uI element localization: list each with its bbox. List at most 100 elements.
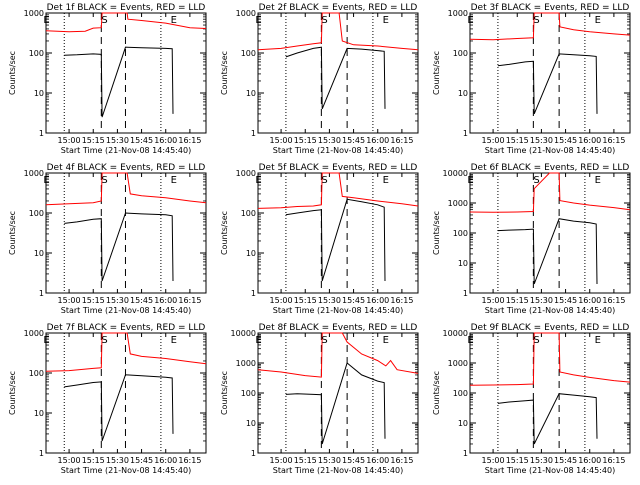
panel-title: Det 7f BLACK = Events, RED = LLD <box>47 323 206 333</box>
plot-frame <box>469 332 631 454</box>
event-marker-e: E <box>383 335 389 346</box>
series-line-events <box>64 374 174 442</box>
panel-det-7: Det 7f BLACK = Events, RED = LLD 1 10 100 10… <box>8 323 207 475</box>
panel-det-2: Det 2f BLACK = Events, RED = LLD 1 10 100 10… <box>220 3 419 155</box>
series-line-events <box>285 362 386 445</box>
y-tick-label: 1 <box>251 289 256 298</box>
x-tick-label: 16:00 <box>366 456 389 465</box>
y-axis-label: Counts/sec <box>8 211 17 255</box>
event-marker-s: S <box>533 15 539 26</box>
panel-det-8: Det 8f BLACK = Events, RED = LLD 1 10 100 10… <box>220 323 419 475</box>
x-tick-label: 16:00 <box>154 136 177 145</box>
x-tick-label: 15:45 <box>554 136 577 145</box>
y-tick-label: 10 <box>34 89 44 98</box>
event-marker-s: S <box>101 335 107 346</box>
x-tick-label: 15:30 <box>318 136 341 145</box>
panel-det-1: Det 1f BLACK = Events, RED = LLD 1 10 100 10… <box>8 3 207 155</box>
y-tick-label: 100 <box>241 209 256 218</box>
x-tick-label: 15:30 <box>530 136 553 145</box>
y-tick-label: 1 <box>463 129 468 138</box>
x-axis-label: Start Time (21-Nov-08 14:45:40) <box>485 306 615 315</box>
y-tick-label: 100 <box>241 49 256 58</box>
x-tick-label: 15:15 <box>506 296 529 305</box>
series-line-lld <box>45 332 207 372</box>
x-tick-label: 15:45 <box>342 456 365 465</box>
y-tick-label: 1000 <box>24 329 44 338</box>
x-axis-label: Start Time (21-Nov-08 14:45:40) <box>485 146 615 155</box>
y-tick-label: 1 <box>39 289 44 298</box>
x-axis-label: Start Time (21-Nov-08 14:45:40) <box>273 146 403 155</box>
y-tick-label: 100 <box>29 49 44 58</box>
x-tick-label: 15:30 <box>530 296 553 305</box>
x-tick-label: 16:15 <box>390 456 413 465</box>
x-tick-label: 16:00 <box>154 296 177 305</box>
x-tick-label: 16:15 <box>178 296 201 305</box>
event-marker-e: E <box>383 175 389 186</box>
x-tick-label: 16:15 <box>602 296 625 305</box>
y-tick-label: 10 <box>34 249 44 258</box>
event-marker-e: E <box>595 175 601 186</box>
event-marker-e: E <box>43 15 49 26</box>
event-marker-e: E <box>171 15 177 26</box>
x-tick-label: 15:30 <box>318 296 341 305</box>
x-tick-label: 16:15 <box>178 136 201 145</box>
y-tick-label: 1000 <box>236 9 256 18</box>
y-tick-label: 10 <box>246 249 256 258</box>
x-tick-label: 16:00 <box>366 136 389 145</box>
x-tick-label: 15:15 <box>82 296 105 305</box>
plot-frame <box>257 172 419 294</box>
y-tick-label: 1000 <box>448 9 468 18</box>
x-tick-label: 15:00 <box>270 296 293 305</box>
panel-title: Det 8f BLACK = Events, RED = LLD <box>259 323 418 333</box>
x-tick-label: 15:15 <box>82 136 105 145</box>
panel-det-4: Det 4f BLACK = Events, RED = LLD 1 10 100 10… <box>8 163 207 315</box>
event-marker-e: E <box>467 175 473 186</box>
y-tick-label: 1000 <box>236 359 256 368</box>
x-tick-label: 15:45 <box>130 296 153 305</box>
x-axis-label: Start Time (21-Nov-08 14:45:40) <box>273 306 403 315</box>
y-tick-label: 10000 <box>231 329 256 338</box>
x-tick-label: 15:15 <box>294 456 317 465</box>
event-marker-e: E <box>595 335 601 346</box>
panel-title: Det 5f BLACK = Events, RED = LLD <box>259 163 418 173</box>
series-line-events <box>64 212 174 282</box>
y-tick-label: 1 <box>251 449 256 458</box>
x-axis-label: Start Time (21-Nov-08 14:45:40) <box>61 466 191 475</box>
x-tick-label: 15:45 <box>342 296 365 305</box>
y-tick-label: 1000 <box>24 9 44 18</box>
series-line-events <box>497 393 598 445</box>
y-tick-label: 1 <box>251 129 256 138</box>
x-tick-label: 15:15 <box>506 136 529 145</box>
x-tick-label: 15:30 <box>106 456 129 465</box>
x-tick-label: 15:45 <box>554 296 577 305</box>
x-tick-label: 16:15 <box>602 456 625 465</box>
x-tick-label: 15:00 <box>270 456 293 465</box>
panel-title: Det 2f BLACK = Events, RED = LLD <box>259 3 418 13</box>
x-tick-label: 15:15 <box>82 456 105 465</box>
x-axis-label: Start Time (21-Nov-08 14:45:40) <box>273 466 403 475</box>
event-marker-s: S <box>321 175 327 186</box>
y-tick-label: 10000 <box>443 329 468 338</box>
event-marker-e: E <box>255 335 261 346</box>
event-marker-e: E <box>43 335 49 346</box>
x-tick-label: 15:00 <box>482 296 505 305</box>
event-marker-s: S <box>533 175 539 186</box>
plot-frame <box>257 12 419 134</box>
y-tick-label: 10 <box>458 259 468 268</box>
panel-det-6: Det 6f BLACK = Events, RED = LLD 1 10 100 10… <box>432 163 631 315</box>
event-marker-e: E <box>171 175 177 186</box>
panel-title: Det 6f BLACK = Events, RED = LLD <box>471 163 630 173</box>
panel-det-9: Det 9f BLACK = Events, RED = LLD 1 10 100 10… <box>432 323 631 475</box>
y-tick-label: 100 <box>453 229 468 238</box>
y-tick-label: 1 <box>39 129 44 138</box>
y-axis-label: Counts/sec <box>8 371 17 415</box>
y-axis-label: Counts/sec <box>8 51 17 95</box>
series-line-lld <box>469 332 631 386</box>
event-marker-e: E <box>467 335 473 346</box>
x-tick-label: 16:15 <box>390 136 413 145</box>
x-tick-label: 16:00 <box>578 456 601 465</box>
panel-title: Det 9f BLACK = Events, RED = LLD <box>471 323 630 333</box>
series-line-lld <box>257 172 419 209</box>
event-marker-s: S <box>321 15 327 26</box>
